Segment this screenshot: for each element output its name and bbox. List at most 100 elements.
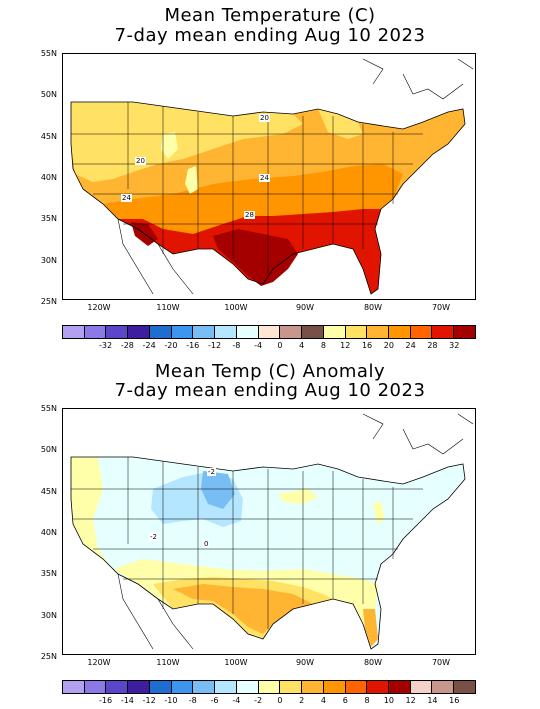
temperature-colorbar-label: -24 — [142, 341, 156, 350]
lon-label: 90W — [295, 303, 315, 312]
anomaly-colorbar-swatch — [280, 681, 303, 693]
temperature-colorbar-label: 16 — [361, 341, 373, 350]
contour-label: 20 — [135, 157, 146, 165]
temperature-colorbar — [62, 325, 476, 339]
temperature-colorbar-label: -20 — [164, 341, 178, 350]
lat-label: 30N — [40, 611, 57, 620]
temperature-colorbar-label: 20 — [383, 341, 394, 350]
region-32-plus — [213, 229, 298, 286]
canada-outline — [362, 58, 474, 100]
coastline — [70, 101, 466, 295]
mexico-outline — [117, 218, 194, 295]
temperature-colorbar-swatch — [106, 326, 129, 338]
lat-label: 55N — [40, 404, 57, 413]
anomaly-state-borders — [71, 457, 423, 629]
map1-title-line2: 7-day mean ending Aug 10 2023 — [114, 25, 426, 46]
map2-title-line2: 7-day mean ending Aug 10 2023 — [114, 380, 426, 401]
temperature-colorbar-label: -28 — [120, 341, 134, 350]
temperature-colorbar-label: -8 — [232, 341, 241, 350]
lat-label: 35N — [40, 569, 57, 578]
contour-label: 0 — [203, 540, 210, 548]
anomaly-colorbar-swatch — [63, 681, 85, 693]
lat-label: 40N — [40, 173, 57, 182]
temperature-colorbar-swatch — [215, 326, 237, 338]
lat-label: 40N — [40, 528, 57, 537]
anomaly-colorbar-label: -8 — [188, 696, 197, 705]
temperature-colorbar-label: 8 — [320, 341, 327, 350]
contour-label: 28 — [244, 211, 255, 219]
lat-label: 25N — [40, 652, 57, 661]
anomaly-colorbar-swatch — [454, 681, 475, 693]
anomaly-lakes-warm — [278, 489, 318, 504]
region-16-20 — [71, 102, 303, 182]
anomaly-colorbar-label: -14 — [120, 696, 134, 705]
temperature-colorbar-swatch — [432, 326, 455, 338]
contour-label: -2 — [149, 533, 158, 541]
temperature-colorbar-label: -4 — [254, 341, 263, 350]
anomaly-map-svg — [70, 413, 474, 650]
anomaly-colorbar-swatch — [149, 681, 172, 693]
anomaly-colorbar-swatch — [432, 681, 455, 693]
temperature-colorbar-swatch — [323, 326, 346, 338]
lon-label: 100W — [224, 658, 248, 667]
lon-label: 90W — [295, 658, 315, 667]
anomaly-colorbar-swatch — [323, 681, 346, 693]
anomaly-colorbar-label: 6 — [342, 696, 348, 705]
contour-label: 24 — [121, 194, 132, 202]
temperature-colorbar-label: 28 — [427, 341, 438, 350]
anomaly-coastline — [70, 456, 466, 650]
lon-label: 110W — [156, 303, 180, 312]
anomaly-colorbar-swatch — [215, 681, 237, 693]
lat-label: 25N — [40, 297, 57, 306]
anomaly-cool-core — [201, 471, 235, 509]
region-cool-1 — [161, 132, 178, 159]
temperature-colorbar-swatch — [454, 326, 475, 338]
lat-label: 35N — [40, 214, 57, 223]
anomaly-colorbar-swatch — [302, 681, 324, 693]
lon-label: 80W — [363, 303, 383, 312]
temperature-colorbar-label: -12 — [207, 341, 222, 350]
temperature-colorbar-swatch — [149, 326, 172, 338]
temperature-colorbar-label: 0 — [277, 341, 283, 350]
anomaly-colorbar-label: 12 — [405, 696, 416, 705]
lon-label: 70W — [431, 658, 451, 667]
lat-label: 30N — [40, 256, 57, 265]
anomaly-colorbar-swatch — [345, 681, 368, 693]
anomaly-colorbar-swatch — [171, 681, 194, 693]
anomaly-colorbar-swatch — [128, 681, 150, 693]
anomaly-south-hotter — [173, 584, 313, 634]
temperature-colorbar-swatch — [389, 326, 411, 338]
anomaly-colorbar-label: -2 — [254, 696, 263, 705]
anomaly-florida — [363, 609, 378, 647]
anomaly-ne-warm — [373, 501, 385, 524]
temperature-colorbar-swatch — [128, 326, 150, 338]
map1-title-line1: Mean Temperature (C) — [164, 5, 376, 26]
anomaly-colorbar-swatch — [106, 681, 129, 693]
temperature-colorbar-swatch — [171, 326, 194, 338]
temperature-colorbar-label: -32 — [99, 341, 113, 350]
contour-label: 24 — [259, 174, 270, 182]
temperature-colorbar-swatch — [302, 326, 324, 338]
anomaly-colorbar-swatch — [389, 681, 411, 693]
lon-label: 110W — [156, 658, 180, 667]
anomaly-mexico-outline — [117, 573, 194, 650]
temperature-colorbar-swatch — [236, 326, 259, 338]
anomaly-colorbar-label: 14 — [427, 696, 438, 705]
lat-label: 50N — [40, 90, 57, 99]
anomaly-colorbar-label: -6 — [210, 696, 219, 705]
region-16-20-b — [318, 109, 363, 139]
anomaly-colorbar-label: -10 — [164, 696, 178, 705]
temperature-colorbar-swatch — [367, 326, 390, 338]
temperature-colorbar-label: 12 — [340, 341, 351, 350]
temperature-colorbar-swatch — [345, 326, 368, 338]
lat-label: 45N — [40, 487, 57, 496]
temperature-colorbar-swatch — [280, 326, 303, 338]
lat-label: 55N — [40, 49, 57, 58]
temperature-colorbar-label: 32 — [449, 341, 460, 350]
anomaly-colorbar-label: 4 — [320, 696, 327, 705]
anomaly-colorbar-swatch — [236, 681, 259, 693]
anomaly-colorbar-label: -12 — [142, 696, 156, 705]
anomaly-colorbar-label: 0 — [277, 696, 283, 705]
temperature-colorbar-label: 4 — [299, 341, 305, 350]
lon-label: 80W — [363, 658, 383, 667]
